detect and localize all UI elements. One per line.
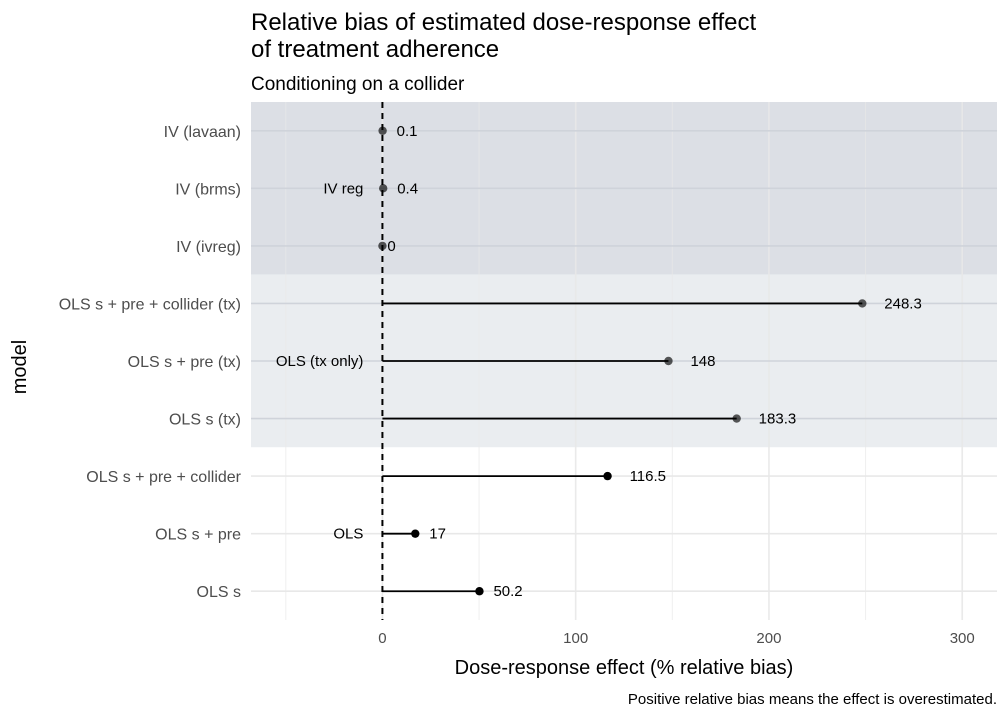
point-6 — [603, 471, 612, 481]
x-axis-title: Dose-response effect (% relative bias) — [455, 657, 794, 679]
y-tick-labels: IV (lavaan) IV (brms) IV (ivreg) OLS s + pr… — [59, 124, 242, 601]
value-label-6: 116.5 — [630, 468, 666, 485]
value-label-4: 148 — [690, 353, 715, 370]
value-label-7: 17 — [429, 526, 446, 543]
group-label-2: OLS — [333, 526, 363, 543]
y-tick-label-4: OLS s + pre (tx) — [128, 354, 241, 371]
x-tick-label-2: 200 — [756, 630, 781, 647]
chart-subtitle: Conditioning on a collider — [251, 74, 465, 95]
point-2 — [378, 241, 387, 251]
x-tick-label-3: 300 — [950, 630, 975, 647]
point-4 — [664, 356, 673, 366]
y-tick-label-1: IV (brms) — [175, 181, 241, 198]
value-label-8: 50.2 — [493, 583, 522, 600]
point-0 — [378, 126, 387, 135]
point-3 — [858, 299, 867, 308]
y-tick-label-7: OLS s + pre — [155, 527, 241, 544]
point-1 — [378, 184, 388, 193]
y-axis-title: model — [9, 340, 31, 394]
x-tick-label-1: 100 — [563, 630, 588, 647]
chart-caption: Positive relative bias means the effect … — [628, 691, 997, 708]
y-tick-label-6: OLS s + pre + collider — [86, 469, 241, 486]
y-tick-label-8: OLS s — [197, 584, 241, 601]
x-tick-label-0: 0 — [378, 630, 386, 647]
y-tick-label-2: IV (ivreg) — [176, 239, 241, 256]
chart-title-line2: of treatment adherence — [251, 36, 499, 63]
chart-title-line1: Relative bias of estimated dose-response… — [251, 9, 757, 36]
y-tick-label-5: OLS s (tx) — [169, 412, 241, 429]
value-label-5: 183.3 — [759, 411, 797, 428]
y-tick-label-0: IV (lavaan) — [164, 124, 241, 141]
point-7 — [411, 529, 420, 538]
value-label-0: 0.1 — [397, 123, 418, 140]
group-label-0: IV reg — [323, 180, 363, 197]
value-label-3: 248.3 — [884, 295, 922, 312]
point-8 — [475, 587, 484, 596]
y-tick-label-3: OLS s + pre + collider (tx) — [59, 296, 241, 313]
point-5 — [732, 414, 741, 423]
data-marks: 0.1 0.4 0 248.3 148 183.3 116.5 17 50.2 IV reg OLS… — [276, 123, 922, 600]
value-label-2: 0 — [387, 238, 395, 255]
x-tick-labels: 0 100 200 300 — [378, 630, 974, 647]
group-label-1: OLS (tx only) — [276, 353, 364, 370]
value-label-1: 0.4 — [397, 180, 418, 197]
